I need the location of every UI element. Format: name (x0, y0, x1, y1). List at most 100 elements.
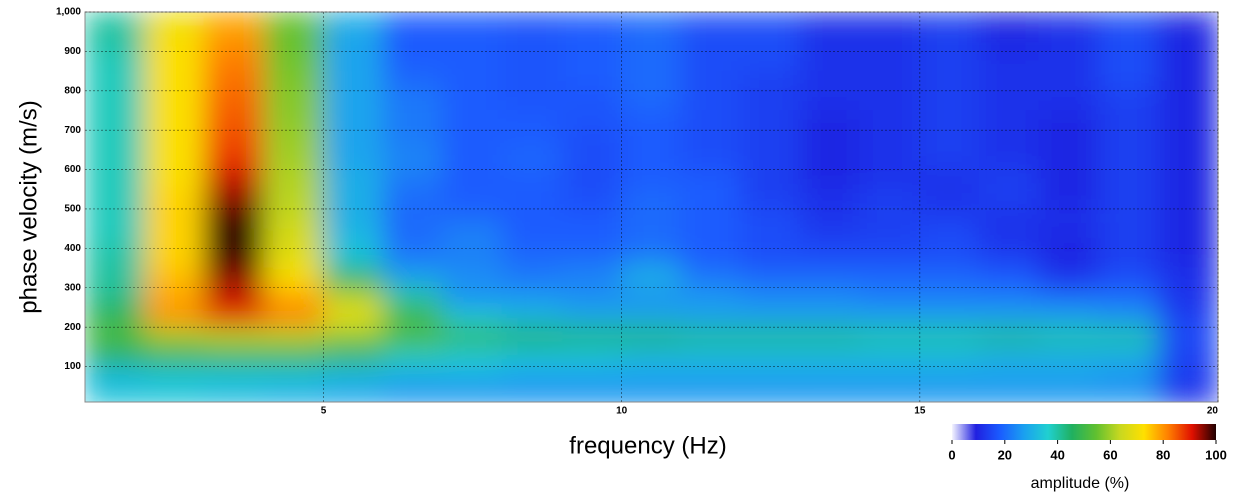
heatmap-cell (442, 306, 503, 328)
heatmap-cell (144, 12, 205, 33)
heatmap-cell (561, 346, 623, 368)
y-tick-label: 500 (64, 204, 81, 215)
heatmap-cell (978, 169, 1040, 190)
heatmap-cell (919, 267, 980, 289)
heatmap-cell (978, 287, 1040, 308)
heatmap-cell (859, 31, 921, 52)
x-axis-title: frequency (Hz) (569, 432, 726, 459)
heatmap-cell (501, 31, 563, 52)
heatmap-cell (978, 149, 1040, 171)
y-tick-label: 600 (64, 164, 81, 175)
heatmap-cell (382, 366, 444, 387)
heatmap-cell (144, 50, 205, 72)
heatmap-cell (919, 169, 980, 190)
heatmap-cell (919, 12, 980, 33)
heatmap-cell (919, 208, 980, 230)
heatmap-cell (323, 326, 384, 348)
heatmap-cell (859, 169, 921, 190)
heatmap-cell (919, 90, 980, 111)
heatmap-cell (323, 12, 384, 33)
heatmap-cell (1098, 247, 1159, 269)
heatmap-cell (1157, 326, 1218, 348)
heatmap-cell (85, 385, 146, 402)
heatmap-cell (442, 169, 503, 190)
heatmap-cell (382, 169, 444, 190)
heatmap-cell (442, 267, 503, 289)
heatmap-cell (859, 346, 921, 368)
heatmap-cell (263, 12, 325, 33)
heatmap-cell (680, 70, 742, 92)
heatmap-cell (621, 149, 682, 171)
heatmap-cell (740, 12, 802, 33)
heatmap-cell (501, 306, 563, 328)
heatmap-cell (680, 129, 742, 151)
heatmap-cell (740, 208, 802, 230)
heatmap-cell (1157, 12, 1218, 33)
heatmap-cell (561, 208, 623, 230)
heatmap-cell (323, 109, 384, 131)
heatmap-cell (859, 50, 921, 72)
heatmap-cell (680, 188, 742, 210)
heatmap-cell (144, 267, 205, 289)
heatmap-cell (1157, 169, 1218, 190)
heatmap-cell (740, 129, 802, 151)
heatmap-cell (680, 247, 742, 269)
heatmap-cell (621, 12, 682, 33)
heatmap-cell (501, 385, 563, 402)
heatmap-cell (1157, 228, 1218, 249)
heatmap-cell (203, 90, 265, 111)
heatmap-cell (740, 90, 802, 111)
heatmap-cell (382, 385, 444, 402)
heatmap-cell (621, 385, 682, 402)
heatmap-cell (1157, 247, 1218, 269)
heatmap-cell (442, 149, 503, 171)
heatmap-cell (85, 90, 146, 111)
heatmap-cell (501, 287, 563, 308)
heatmap-cell (1098, 326, 1159, 348)
heatmap-cell (203, 50, 265, 72)
heatmap-cell (621, 326, 682, 348)
heatmap-cell (144, 366, 205, 387)
heatmap-cell (85, 50, 146, 72)
heatmap-cell (859, 366, 921, 387)
heatmap-cell (919, 306, 980, 328)
heatmap-cell (442, 385, 503, 402)
heatmap-cell (978, 267, 1040, 289)
heatmap-cell (85, 346, 146, 368)
heatmap-cell (442, 326, 503, 348)
heatmap-cell (621, 50, 682, 72)
heatmap-cell (919, 109, 980, 131)
heatmap-cell (859, 70, 921, 92)
heatmap-cell (85, 228, 146, 249)
heatmap-cell (1038, 306, 1100, 328)
heatmap-cell (263, 149, 325, 171)
heatmap-cell (144, 326, 205, 348)
heatmap-cell (1098, 50, 1159, 72)
heatmap-cell (323, 247, 384, 269)
heatmap-cell (859, 109, 921, 131)
heatmap-cell (501, 129, 563, 151)
plot-frame (84, 11, 1219, 403)
heatmap-cell (859, 149, 921, 171)
heatmap-cell (680, 50, 742, 72)
heatmap-cell (800, 129, 861, 151)
heatmap-cell (323, 208, 384, 230)
heatmap-cell (1098, 267, 1159, 289)
heatmap-cell (1157, 188, 1218, 210)
heatmap-cell (85, 306, 146, 328)
heatmap-cell (680, 306, 742, 328)
heatmap-cell (680, 208, 742, 230)
heatmap-cell (501, 12, 563, 33)
heatmap-cell (1098, 149, 1159, 171)
heatmap-cell (561, 366, 623, 387)
heatmap-cell (740, 109, 802, 131)
heatmap-cell (203, 149, 265, 171)
heatmap-cell (621, 169, 682, 190)
heatmap-cell (800, 169, 861, 190)
heatmap-cell (382, 346, 444, 368)
y-tick-label: 400 (64, 243, 81, 254)
heatmap-cell (859, 385, 921, 402)
heatmap-cell (203, 109, 265, 131)
heatmap-cell (85, 208, 146, 230)
heatmap-cell (144, 228, 205, 249)
